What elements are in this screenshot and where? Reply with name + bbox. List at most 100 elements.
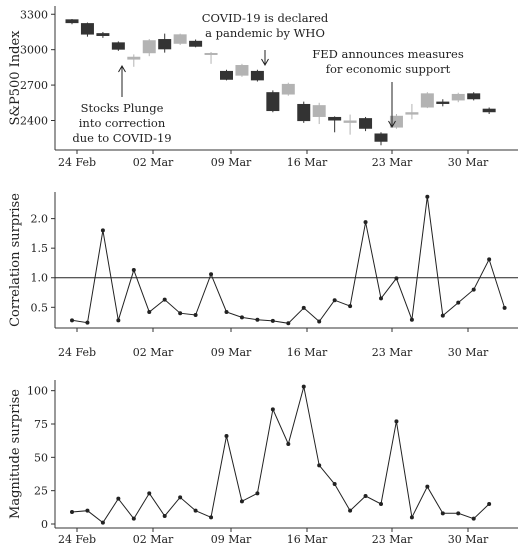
x-tick-label: 16 Mar xyxy=(287,533,328,546)
annotation-text: for economic support xyxy=(326,62,451,76)
chart-panel-3: 0 25 50 75 100 24 Feb 02 Mar 09 Mar 16 Mar 23 Mar… xyxy=(8,380,518,546)
data-point xyxy=(85,320,90,325)
y-tick-label: 25 xyxy=(34,485,48,498)
data-point xyxy=(209,515,214,520)
data-point xyxy=(70,318,74,323)
data-point xyxy=(301,384,306,389)
data-point xyxy=(85,508,90,513)
y-tick-label: 0.5 xyxy=(31,301,49,314)
candle-body xyxy=(173,34,187,44)
candle-body xyxy=(359,118,373,129)
candle-body xyxy=(312,105,326,117)
candle-body xyxy=(420,93,434,108)
annotation-text: COVID-19 is declared xyxy=(202,11,329,25)
candle-body xyxy=(451,93,465,101)
candle-body xyxy=(65,19,79,24)
data-point xyxy=(456,300,461,305)
data-point xyxy=(456,511,461,516)
chart-panel-1: 2400 2700 3000 3300 24 Feb 02 Mar 09 Mar 16 Mar… xyxy=(8,6,518,169)
x-tick-label: 09 Mar xyxy=(211,156,252,169)
candle-body xyxy=(436,101,450,104)
y-tick-label: 1.5 xyxy=(31,242,49,255)
x-tick-label: 30 Mar xyxy=(448,156,489,169)
candle-body xyxy=(405,112,419,115)
data-point xyxy=(301,305,306,310)
candle-body xyxy=(374,133,388,142)
x-tick-label: 24 Feb xyxy=(58,346,96,359)
data-point xyxy=(379,502,383,506)
annotation-arrowhead xyxy=(261,58,269,66)
y-tick-label: 100 xyxy=(27,385,48,398)
data-point xyxy=(147,310,152,315)
candle-body xyxy=(297,103,311,122)
data-point xyxy=(394,276,399,281)
data-point xyxy=(239,315,244,320)
data-point xyxy=(425,484,430,489)
x-tick-label: 02 Mar xyxy=(133,156,174,169)
data-point xyxy=(178,495,183,500)
annotation-arrowhead xyxy=(118,65,126,73)
x-tick-label: 09 Mar xyxy=(211,346,252,359)
annotation-arrowhead xyxy=(388,120,396,128)
x-tick-label: 30 Mar xyxy=(448,346,489,359)
data-point xyxy=(286,442,291,446)
candle-body xyxy=(189,40,203,47)
candle-body xyxy=(250,70,264,81)
candle-body xyxy=(235,65,249,76)
data-point xyxy=(193,312,198,317)
data-point xyxy=(255,317,260,322)
annotation-text: a pandemic by WHO xyxy=(205,26,325,40)
chart-panel-2: 0.5 1.0 1.5 2.0 24 Feb 02 Mar 09 Mar 16 Mar 23 M… xyxy=(8,192,518,359)
x-tick-label: 16 Mar xyxy=(287,346,328,359)
candle-body xyxy=(158,39,172,50)
data-point xyxy=(317,319,322,324)
candle-body xyxy=(96,33,110,36)
x-tick-label: 23 Mar xyxy=(372,346,413,359)
candle-body xyxy=(204,52,218,55)
data-point xyxy=(270,407,275,412)
data-point xyxy=(332,298,337,303)
y-axis-title: S&P500 Index xyxy=(8,30,23,126)
y-tick-label: 75 xyxy=(34,418,48,431)
data-point xyxy=(100,228,105,233)
data-point xyxy=(317,463,322,468)
data-point xyxy=(471,287,476,292)
data-point xyxy=(131,516,136,521)
y-tick-label: 3000 xyxy=(20,44,48,57)
data-point xyxy=(440,313,445,318)
data-point xyxy=(348,508,353,513)
data-point xyxy=(162,297,167,302)
data-point xyxy=(70,510,74,514)
data-point xyxy=(178,311,183,316)
data-point xyxy=(286,321,291,326)
candle-body xyxy=(482,108,496,113)
data-point xyxy=(425,194,430,199)
annotation-text: into correction xyxy=(79,116,166,130)
data-point xyxy=(162,514,167,518)
data-point xyxy=(224,310,229,315)
data-point xyxy=(255,491,260,496)
data-point xyxy=(502,305,507,310)
y-tick-label: 2.0 xyxy=(31,213,49,226)
data-point xyxy=(348,304,353,309)
candle-body xyxy=(467,93,481,100)
x-tick-label: 02 Mar xyxy=(133,346,174,359)
data-point xyxy=(332,482,337,486)
candle-body xyxy=(127,56,141,60)
annotation-text: Stocks Plunge xyxy=(81,101,164,115)
annotation-text: FED announces measures xyxy=(312,47,464,61)
data-point xyxy=(239,499,244,504)
data-point xyxy=(224,434,229,438)
series-line xyxy=(71,386,490,524)
x-tick-label: 09 Mar xyxy=(211,533,252,546)
data-point xyxy=(394,419,399,424)
data-point xyxy=(193,508,198,513)
data-point xyxy=(131,268,136,273)
x-tick-label: 16 Mar xyxy=(287,156,328,169)
x-tick-label: 24 Feb xyxy=(58,533,96,546)
